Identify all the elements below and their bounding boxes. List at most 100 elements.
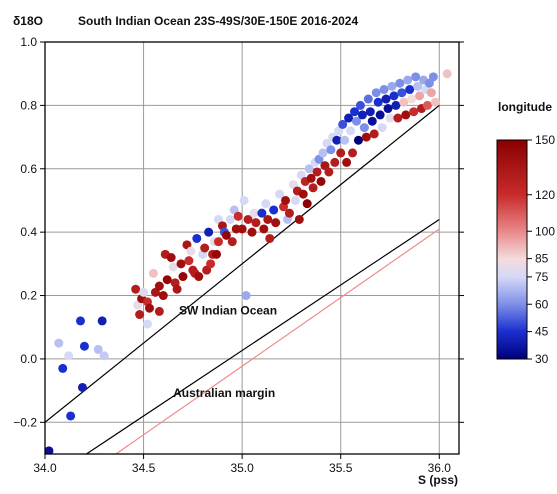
data-point: [350, 107, 360, 117]
data-point: [275, 189, 285, 199]
data-point: [411, 72, 421, 82]
data-point: [139, 287, 149, 297]
data-point: [348, 148, 358, 158]
data-point: [363, 94, 373, 104]
data-point: [257, 208, 267, 218]
colorbar-tick-label: 30: [535, 352, 549, 366]
line-annotation: Australian margin: [173, 386, 275, 400]
data-point: [243, 214, 253, 224]
data-point: [369, 129, 379, 139]
data-point: [247, 227, 257, 237]
data-point: [373, 97, 383, 107]
y-tick-label: 0.2: [20, 289, 37, 303]
data-point: [241, 291, 251, 301]
data-point: [162, 275, 172, 285]
data-point: [409, 107, 419, 117]
data-point: [172, 284, 182, 294]
data-point: [227, 237, 237, 247]
data-point: [64, 351, 74, 361]
data-point: [316, 176, 326, 186]
data-point: [375, 110, 385, 120]
data-point: [221, 230, 231, 240]
data-point: [143, 319, 153, 329]
data-point: [45, 446, 54, 454]
data-point: [144, 303, 154, 313]
data-point: [158, 291, 168, 301]
y-tick-label: 0.4: [20, 225, 37, 239]
data-point: [284, 208, 294, 218]
data-point: [298, 189, 308, 199]
data-point: [415, 91, 425, 101]
x-tick-label: 35.0: [230, 461, 254, 475]
colorbar-tick-label: 45: [535, 325, 549, 339]
data-point: [97, 316, 107, 326]
y-tick-label: 0.8: [20, 98, 37, 112]
data-point: [239, 195, 249, 205]
data-point: [194, 272, 204, 282]
data-point: [178, 272, 188, 282]
data-point: [389, 91, 399, 101]
data-point: [357, 110, 367, 120]
data-point: [192, 233, 202, 243]
data-points: [45, 69, 452, 454]
colorbar-tick-label: 60: [535, 297, 549, 311]
colorbar-label: longitude: [498, 100, 552, 114]
data-point: [399, 97, 409, 107]
data-point: [379, 85, 389, 95]
data-point: [391, 100, 401, 110]
line-annotation: SW Indian Ocean: [179, 304, 277, 318]
data-point: [377, 123, 387, 133]
data-point: [442, 69, 452, 79]
data-point: [365, 107, 375, 117]
reference-line: [86, 218, 440, 454]
data-point: [237, 224, 247, 234]
data-point: [184, 256, 194, 266]
data-point: [385, 113, 395, 123]
data-point: [290, 195, 300, 205]
data-point: [259, 224, 269, 234]
data-point: [428, 72, 438, 82]
data-point: [393, 113, 403, 123]
colorbar-tick-label: 150: [535, 133, 555, 147]
y-tick-label: −0.2: [13, 415, 37, 429]
data-point: [176, 259, 186, 269]
data-point: [263, 214, 273, 224]
data-point: [166, 253, 176, 263]
data-point: [405, 85, 415, 95]
data-point: [387, 81, 397, 91]
data-point: [200, 243, 210, 253]
data-point: [251, 218, 261, 228]
data-point: [148, 268, 158, 278]
data-point: [212, 249, 222, 259]
y-axis-label: δ18O: [13, 14, 43, 28]
data-point: [330, 157, 340, 167]
data-point: [186, 246, 196, 256]
data-point: [168, 262, 178, 272]
colorbar-tick-label: 75: [535, 270, 549, 284]
reference-lines: [45, 104, 440, 454]
x-axis-ticks: 34.0 34.5 35.0 35.5 36.0: [33, 454, 451, 475]
colorbar-ticks: 30 45 60 75 85 100 120 150: [527, 133, 555, 366]
data-point: [355, 100, 365, 110]
data-point: [308, 183, 318, 193]
y-axis-ticks: −0.2 0.0 0.2 0.4 0.6 0.8 1.0: [13, 35, 464, 429]
data-point: [99, 351, 109, 361]
data-point: [395, 78, 405, 88]
data-point: [54, 338, 64, 348]
data-point: [401, 110, 411, 120]
data-point: [213, 237, 223, 247]
data-point: [154, 281, 164, 291]
data-point: [131, 284, 141, 294]
data-point: [79, 341, 89, 351]
data-point: [225, 214, 235, 224]
y-tick-label: 1.0: [20, 35, 37, 49]
x-tick-label: 35.5: [329, 461, 353, 475]
data-point: [353, 135, 363, 145]
y-tick-label: 0.6: [20, 162, 37, 176]
data-point: [265, 233, 275, 243]
x-axis-label: S (pss): [418, 473, 458, 487]
data-point: [271, 218, 281, 228]
data-point: [332, 135, 342, 145]
data-point: [361, 132, 371, 142]
